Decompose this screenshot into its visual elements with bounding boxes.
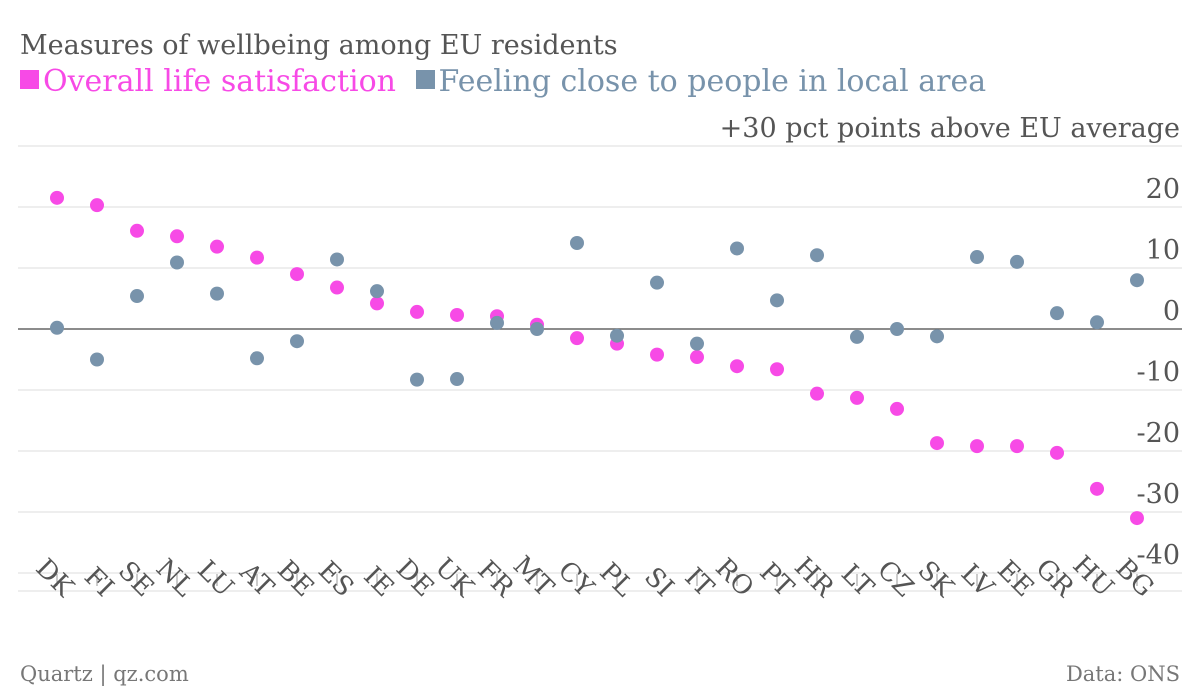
- point-close-LV: [970, 250, 984, 265]
- data-source: Data: ONS: [1065, 662, 1180, 686]
- point-satisfaction-LV: [970, 439, 984, 454]
- x-tick-label: SK: [912, 555, 960, 603]
- point-close-EE: [1010, 254, 1024, 269]
- legend-swatch-satisfaction: [20, 70, 39, 89]
- x-tick-label: SE: [112, 556, 159, 603]
- y-tick-label: -30: [1137, 479, 1180, 510]
- point-close-HR: [810, 248, 824, 263]
- point-satisfaction-NL: [170, 229, 184, 244]
- x-tick-label: AT: [233, 556, 280, 603]
- point-satisfaction-ES: [330, 280, 344, 295]
- x-tick-label: GR: [1030, 553, 1081, 604]
- legend-label-close: Feeling close to people in local area: [438, 64, 987, 99]
- point-close-ES: [330, 252, 344, 267]
- point-close-BG: [1130, 273, 1144, 288]
- source-credit: Quartz | qz.com: [20, 662, 189, 686]
- point-close-MT: [530, 322, 544, 336]
- x-tick-label: ES: [312, 556, 359, 603]
- point-close-HU: [1090, 315, 1104, 330]
- point-satisfaction-RO: [730, 359, 744, 374]
- x-tick-label: LU: [191, 555, 239, 603]
- point-satisfaction-SE: [130, 223, 144, 238]
- point-satisfaction-LU: [210, 239, 224, 254]
- point-close-DK: [50, 320, 64, 335]
- y-tick-label: -20: [1137, 418, 1180, 449]
- point-satisfaction-LT: [850, 390, 864, 405]
- point-close-SE: [130, 289, 144, 304]
- point-satisfaction-IT: [690, 350, 704, 365]
- x-tick-label: DK: [30, 553, 80, 603]
- point-close-CY: [570, 235, 584, 250]
- point-close-GR: [1050, 306, 1064, 321]
- y-tick-label: 20: [1146, 174, 1180, 205]
- point-satisfaction-HU: [1090, 481, 1104, 496]
- point-satisfaction-DK: [50, 190, 64, 205]
- point-close-SI: [650, 275, 664, 290]
- point-close-LT: [850, 329, 864, 344]
- point-satisfaction-IE: [370, 296, 384, 311]
- point-close-DE: [410, 372, 424, 387]
- x-tick-label: PT: [753, 557, 799, 603]
- x-tick-label: FR: [471, 555, 520, 604]
- chart-title: Measures of wellbeing among EU residents: [20, 30, 618, 61]
- point-satisfaction-GR: [1050, 445, 1064, 460]
- legend-label-satisfaction: Overall life satisfaction: [43, 64, 396, 99]
- point-close-IT: [690, 336, 704, 351]
- x-tick-label: CZ: [871, 555, 919, 603]
- x-tick-label: SI: [638, 562, 679, 603]
- point-satisfaction-HR: [810, 386, 824, 401]
- y-axis-title: +30 pct points above EU average: [720, 113, 1180, 144]
- point-close-CZ: [890, 322, 904, 336]
- x-tick-label: MT: [507, 551, 560, 604]
- point-close-UK: [450, 372, 464, 387]
- point-close-PL: [610, 328, 624, 343]
- point-close-LU: [210, 286, 224, 301]
- point-satisfaction-PT: [770, 362, 784, 377]
- point-satisfaction-EE: [1010, 439, 1024, 454]
- point-close-IE: [370, 284, 384, 299]
- y-tick-label: -40: [1137, 540, 1180, 571]
- point-satisfaction-FI: [90, 198, 104, 213]
- x-tick-label: HU: [1067, 550, 1120, 603]
- point-satisfaction-CZ: [890, 401, 904, 416]
- x-tick-label: EE: [991, 555, 1039, 603]
- point-close-RO: [730, 241, 744, 256]
- point-close-NL: [170, 255, 184, 270]
- x-tick-label: UK: [429, 553, 480, 604]
- point-satisfaction-UK: [450, 307, 464, 322]
- x-tick-label: HR: [788, 552, 840, 604]
- point-satisfaction-BG: [1130, 511, 1144, 526]
- x-tick-label: LV: [955, 558, 1000, 603]
- point-close-FI: [90, 352, 104, 367]
- x-tick-label: CY: [552, 556, 600, 604]
- legend-item-satisfaction[interactable]: Overall life satisfaction: [20, 64, 406, 99]
- y-tick-label: 10: [1146, 235, 1180, 266]
- point-satisfaction-SK: [930, 436, 944, 451]
- point-close-BE: [290, 334, 304, 349]
- point-close-SK: [930, 329, 944, 344]
- point-satisfaction-AT: [250, 250, 264, 265]
- point-satisfaction-CY: [570, 331, 584, 346]
- point-close-FR: [490, 315, 504, 330]
- x-tick-label: FI: [78, 562, 119, 603]
- x-tick-label: DE: [390, 554, 439, 603]
- point-close-PT: [770, 293, 784, 308]
- x-tick-label: BE: [271, 555, 319, 603]
- point-satisfaction-DE: [410, 304, 424, 319]
- x-tick-label: LT: [835, 559, 880, 604]
- legend-item-close[interactable]: Feeling close to people in local area: [415, 64, 987, 99]
- y-tick-label: 0: [1163, 296, 1180, 327]
- point-satisfaction-SI: [650, 347, 664, 362]
- x-tick-label: PL: [593, 557, 639, 603]
- y-tick-label: -10: [1137, 357, 1180, 388]
- x-tick-label: RO: [709, 553, 759, 603]
- legend-swatch-close: [415, 70, 435, 89]
- legend: Overall life satisfaction Feeling close …: [20, 64, 996, 99]
- x-tick-label: IE: [357, 561, 399, 603]
- x-tick-label: NL: [150, 553, 200, 603]
- point-close-AT: [250, 351, 264, 366]
- point-satisfaction-BE: [290, 267, 304, 282]
